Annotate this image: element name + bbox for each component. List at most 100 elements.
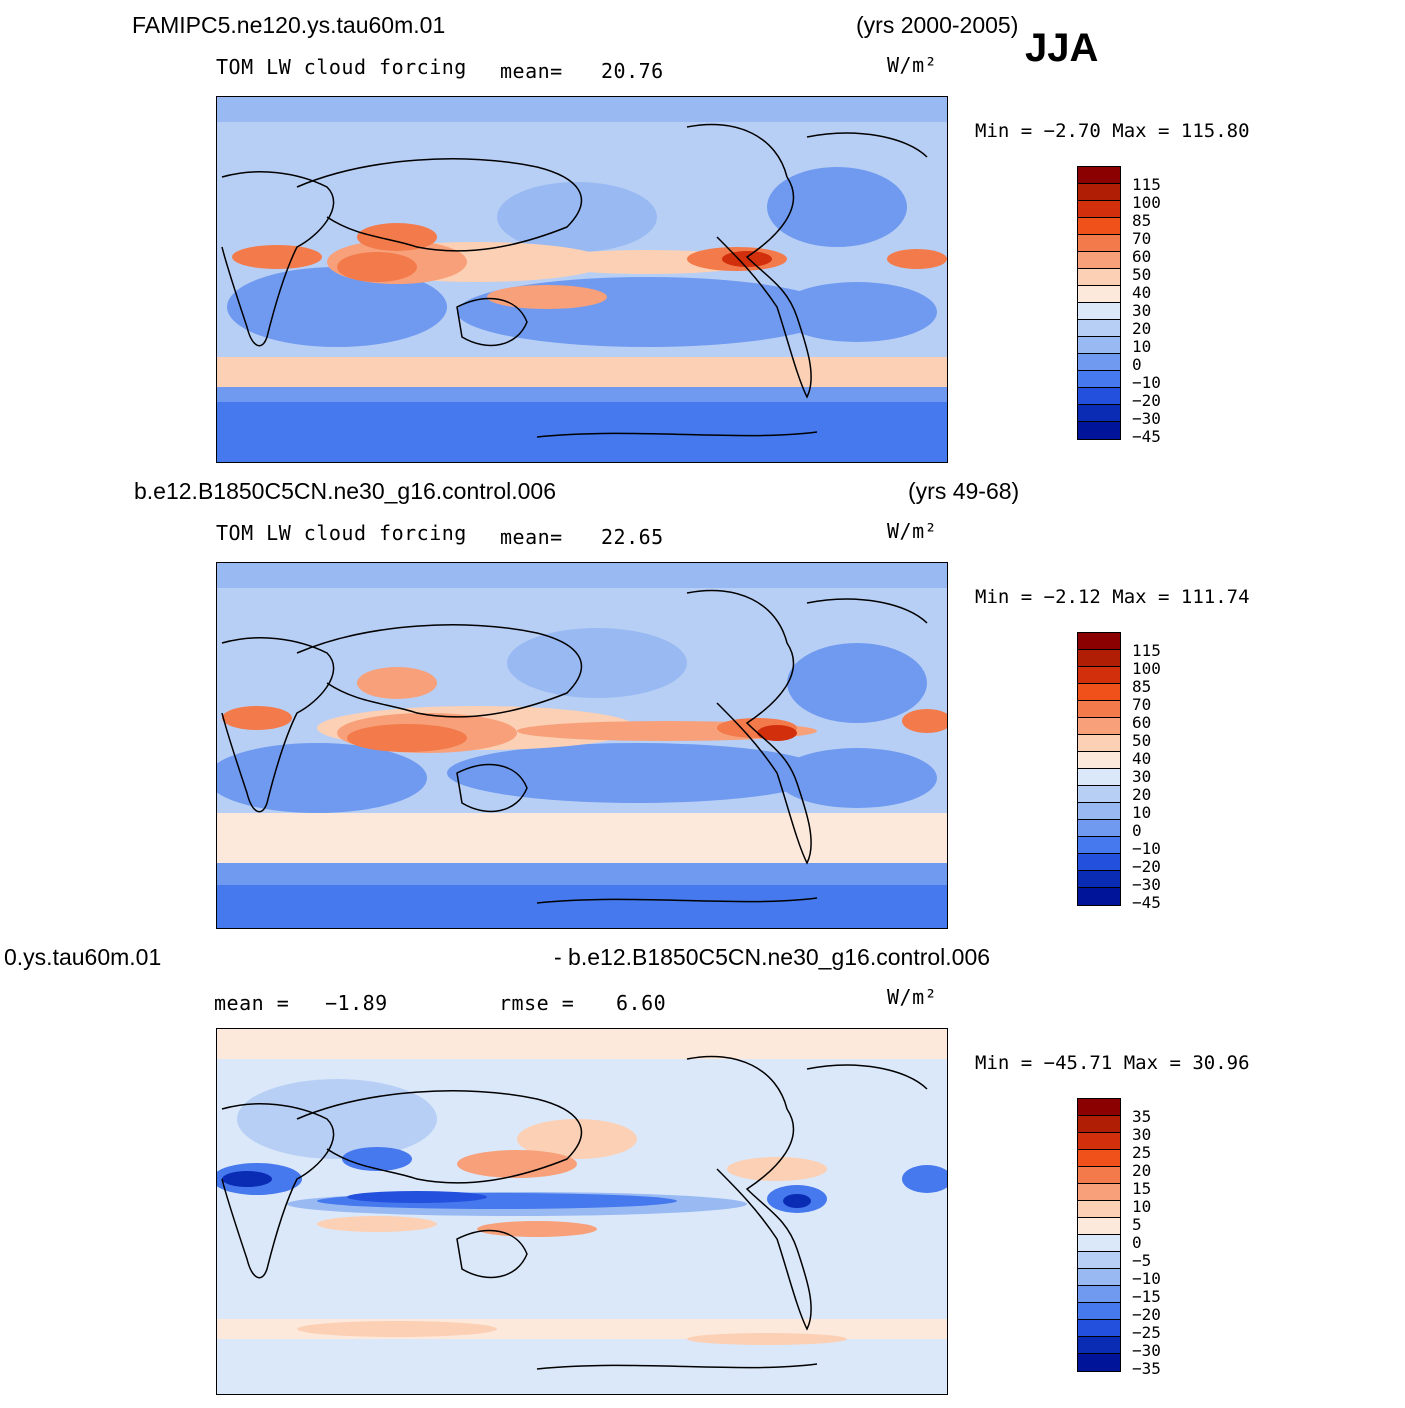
colorbar-swatch xyxy=(1078,354,1120,371)
colorbar-swatch xyxy=(1078,269,1120,286)
panel2-mean-label: mean= xyxy=(500,525,563,549)
colorbar-label: −20 xyxy=(1132,857,1161,876)
colorbar-label: −30 xyxy=(1132,409,1161,428)
colorbar-label: −45 xyxy=(1132,427,1161,446)
panel2-colorbar xyxy=(1077,632,1121,906)
colorbar-label: 35 xyxy=(1132,1107,1152,1126)
colorbar-label: 10 xyxy=(1132,1197,1152,1216)
colorbar-label: 20 xyxy=(1132,785,1152,804)
colorbar-swatch xyxy=(1078,1133,1120,1150)
colorbar-swatch xyxy=(1078,1201,1120,1218)
colorbar-swatch xyxy=(1078,184,1120,201)
colorbar-label: 0 xyxy=(1132,355,1142,374)
colorbar-label: 30 xyxy=(1132,1125,1152,1144)
season-label: JJA xyxy=(1025,26,1099,70)
colorbar-swatch xyxy=(1078,1116,1120,1133)
colorbar-label: 100 xyxy=(1132,193,1161,212)
colorbar-label: 100 xyxy=(1132,659,1161,678)
colorbar-swatch xyxy=(1078,701,1120,718)
colorbar-label: 115 xyxy=(1132,175,1161,194)
colorbar-label: −20 xyxy=(1132,391,1161,410)
colorbar-label: 60 xyxy=(1132,247,1152,266)
panel3-case-title-right: - b.e12.B1850C5CN.ne30_g16.control.006 xyxy=(554,944,991,970)
panel3-rmse-label: rmse = xyxy=(499,991,575,1015)
colorbar-swatch xyxy=(1078,633,1120,650)
colorbar-swatch xyxy=(1078,1218,1120,1235)
colorbar-label: 5 xyxy=(1132,1215,1142,1234)
colorbar-label: 85 xyxy=(1132,677,1152,696)
panel3-mean-value: −1.89 xyxy=(325,991,388,1015)
panel2-map xyxy=(216,562,948,929)
colorbar-label: 50 xyxy=(1132,731,1152,750)
colorbar-swatch xyxy=(1078,752,1120,769)
panel2-minmax: Min = −2.12 Max = 111.74 xyxy=(975,586,1250,608)
colorbar-label: −15 xyxy=(1132,1287,1161,1306)
colorbar-label: 15 xyxy=(1132,1179,1152,1198)
colorbar-swatch xyxy=(1078,235,1120,252)
colorbar-label: 30 xyxy=(1132,301,1152,320)
panel2-case-title: b.e12.B1850C5CN.ne30_g16.control.006 xyxy=(134,478,556,504)
colorbar-swatch xyxy=(1078,871,1120,888)
colorbar-swatch xyxy=(1078,769,1120,786)
panel1-minmax: Min = −2.70 Max = 115.80 xyxy=(975,120,1250,142)
colorbar-label: −45 xyxy=(1132,893,1161,912)
colorbar-swatch xyxy=(1078,252,1120,269)
panel1-mean-value: 20.76 xyxy=(601,59,664,83)
colorbar-swatch xyxy=(1078,735,1120,752)
colorbar-label: −30 xyxy=(1132,875,1161,894)
panel1-case-title: FAMIPC5.ne120.ys.tau60m.01 xyxy=(132,12,446,38)
colorbar-swatch xyxy=(1078,371,1120,388)
colorbar-swatch xyxy=(1078,1286,1120,1303)
colorbar-label: 70 xyxy=(1132,229,1152,248)
panel3-colorbar xyxy=(1077,1098,1121,1372)
colorbar-swatch xyxy=(1078,388,1120,405)
colorbar-swatch xyxy=(1078,1303,1120,1320)
colorbar-swatch xyxy=(1078,286,1120,303)
panel1-units: W/m² xyxy=(887,53,938,77)
colorbar-swatch xyxy=(1078,218,1120,235)
colorbar-label: 50 xyxy=(1132,265,1152,284)
colorbar-swatch xyxy=(1078,167,1120,184)
colorbar-label: −10 xyxy=(1132,839,1161,858)
colorbar-swatch xyxy=(1078,718,1120,735)
colorbar-label: −30 xyxy=(1132,1341,1161,1360)
panel3-minmax: Min = −45.71 Max = 30.96 xyxy=(975,1052,1250,1074)
panel3-map xyxy=(216,1028,948,1395)
panel3-mean-label: mean = xyxy=(214,991,290,1015)
panel1-map xyxy=(216,96,948,463)
panel1-years: (yrs 2000-2005) xyxy=(856,12,1019,38)
colorbar-swatch xyxy=(1078,303,1120,320)
panel1-mean-label: mean= xyxy=(500,59,563,83)
colorbar-label: 60 xyxy=(1132,713,1152,732)
colorbar-label: 20 xyxy=(1132,1161,1152,1180)
colorbar-swatch xyxy=(1078,337,1120,354)
colorbar-swatch xyxy=(1078,1269,1120,1286)
colorbar-swatch xyxy=(1078,837,1120,854)
colorbar-swatch xyxy=(1078,1099,1120,1116)
colorbar-label: 40 xyxy=(1132,283,1152,302)
colorbar-label: 40 xyxy=(1132,749,1152,768)
colorbar-label: 70 xyxy=(1132,695,1152,714)
panel2-units: W/m² xyxy=(887,519,938,543)
colorbar-label: −10 xyxy=(1132,1269,1161,1288)
colorbar-swatch xyxy=(1078,803,1120,820)
colorbar-label: 30 xyxy=(1132,767,1152,786)
colorbar-label: 20 xyxy=(1132,319,1152,338)
panel1-colorbar xyxy=(1077,166,1121,440)
panel1-var-label: TOM LW cloud forcing xyxy=(216,55,467,79)
colorbar-label: −20 xyxy=(1132,1305,1161,1324)
colorbar-swatch xyxy=(1078,1150,1120,1167)
colorbar-swatch xyxy=(1078,854,1120,871)
colorbar-swatch xyxy=(1078,1235,1120,1252)
colorbar-swatch xyxy=(1078,405,1120,422)
colorbar-swatch xyxy=(1078,1167,1120,1184)
colorbar-label: −10 xyxy=(1132,373,1161,392)
colorbar-swatch xyxy=(1078,888,1120,905)
colorbar-swatch xyxy=(1078,684,1120,701)
colorbar-label: 10 xyxy=(1132,337,1152,356)
panel3-case-title-left: 0.ys.tau60m.01 xyxy=(4,944,162,970)
colorbar-label: 0 xyxy=(1132,821,1142,840)
colorbar-label: 85 xyxy=(1132,211,1152,230)
colorbar-swatch xyxy=(1078,1252,1120,1269)
colorbar-swatch xyxy=(1078,422,1120,439)
